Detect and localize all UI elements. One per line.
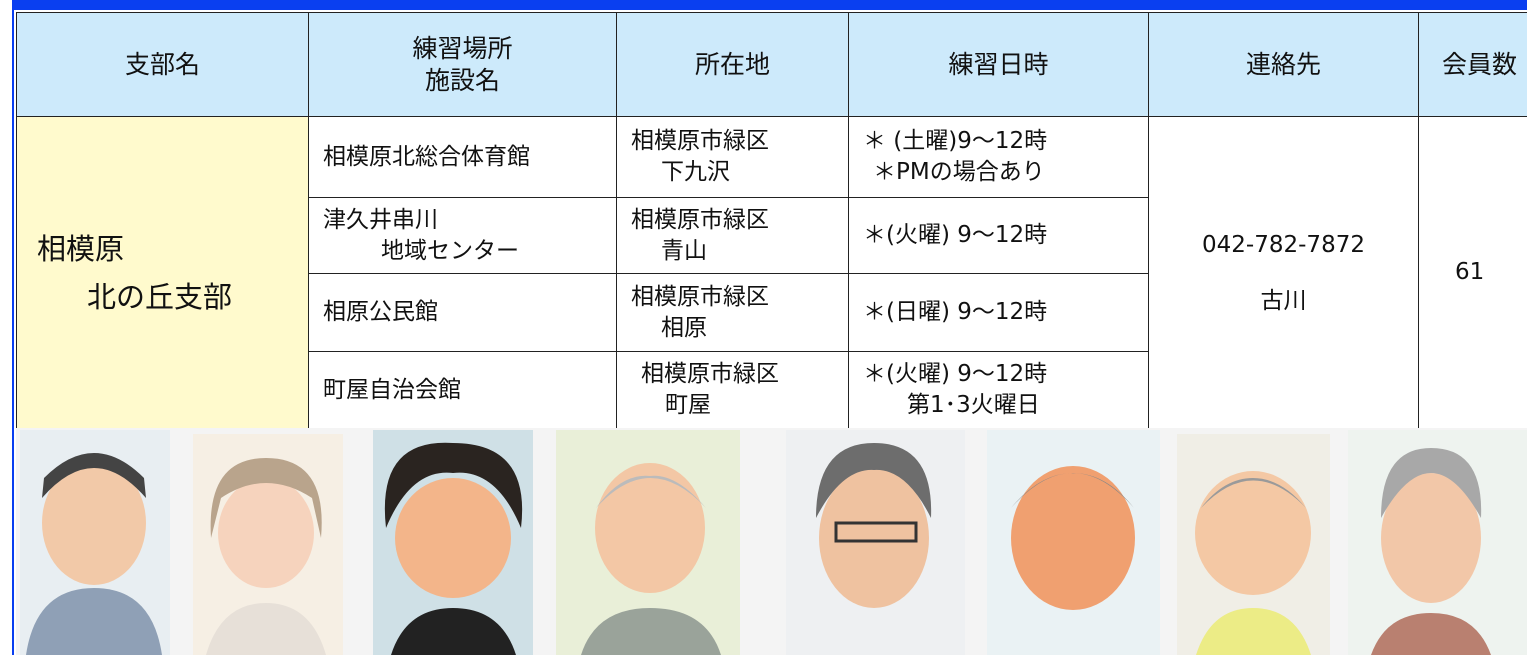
branch-name: 北の丘支部 xyxy=(87,279,233,314)
address: 下九沢 xyxy=(661,159,730,185)
members-cell: 61 xyxy=(1418,116,1527,429)
facility-name: 町屋自治会館 xyxy=(323,376,461,403)
schedule: ＊(火曜) 9～12時 xyxy=(863,222,1048,248)
schedule-cell: ＊(火曜) 9～12時第1･3火曜日 xyxy=(848,351,1149,429)
caricature xyxy=(1348,430,1527,655)
header-cell: 練習日時 xyxy=(848,12,1149,117)
branch-name: 相模原 xyxy=(37,231,125,266)
schedule: 第1･3火曜日 xyxy=(907,392,1040,418)
facility-name: 相原公民館 xyxy=(323,299,438,325)
schedule-cell: ＊(日曜) 9～12時 xyxy=(848,273,1149,352)
address-cell: 相模原市緑区町屋 xyxy=(616,351,849,429)
header-cell: 支部名 xyxy=(16,12,309,117)
schedule-cell: ＊(火曜) 9～12時 xyxy=(848,197,1149,274)
address-cell: 相模原市緑区下九沢 xyxy=(616,116,849,198)
facility-name: 津久井串川 xyxy=(323,206,438,233)
caricature xyxy=(20,430,170,655)
contact: 042-782-7872 xyxy=(1202,231,1365,258)
caricature xyxy=(373,430,533,655)
facility-cell: 津久井串川地域センター xyxy=(308,197,617,274)
header-text: 練習場所 xyxy=(412,33,513,63)
schedule-cell: ＊ (土曜)9～12時 ＊PMの場合あり xyxy=(848,116,1149,198)
address: 相模原市緑区 xyxy=(631,283,769,310)
facility-cell: 相模原北総合体育館 xyxy=(308,116,617,198)
schedule: ＊(日曜) 9～12時 xyxy=(863,299,1048,325)
address: 相模原市緑区 xyxy=(641,361,779,387)
schedule: ＊PMの場合あり xyxy=(873,159,1045,185)
caricature xyxy=(1177,434,1330,655)
facility-cell: 町屋自治会館 xyxy=(308,351,617,429)
contact: 古川 xyxy=(1260,287,1307,314)
address: 相模原市緑区 xyxy=(631,206,769,233)
caricature xyxy=(987,430,1160,655)
address: 町屋 xyxy=(665,392,711,418)
caricature-strip xyxy=(16,428,1527,655)
facility-name: 地域センター xyxy=(381,237,519,264)
branch-cell: 相模原北の丘支部 xyxy=(16,116,309,429)
contact-cell: 042-782-7872 古川 xyxy=(1148,116,1419,429)
address: 相原 xyxy=(661,314,707,341)
address: 相模原市緑区 xyxy=(631,128,769,154)
caricature xyxy=(193,434,343,655)
address: 青山 xyxy=(661,237,707,264)
caricature xyxy=(786,430,965,655)
header-cell: 所在地 xyxy=(616,12,849,117)
header-cell: 練習場所 施設名 xyxy=(308,12,617,117)
header-cell: 会員数 xyxy=(1418,12,1527,117)
frame-border xyxy=(0,0,14,655)
header-text: 練習日時 xyxy=(948,49,1049,79)
facility-cell: 相原公民館 xyxy=(308,273,617,352)
caricature xyxy=(556,430,740,655)
header-cell: 連絡先 xyxy=(1148,12,1419,117)
header-text: 連絡先 xyxy=(1245,49,1321,79)
frame-border xyxy=(0,0,1527,10)
member-count: 61 xyxy=(1455,259,1485,285)
address-cell: 相模原市緑区青山 xyxy=(616,197,849,274)
address-cell: 相模原市緑区相原 xyxy=(616,273,849,352)
schedule: ＊(火曜) 9～12時 xyxy=(863,361,1048,387)
header-text: 支部名 xyxy=(124,49,200,79)
schedule: ＊ (土曜)9～12時 xyxy=(863,128,1048,154)
facility-name: 相模原北総合体育館 xyxy=(323,143,530,170)
header-text: 所在地 xyxy=(694,49,770,79)
header-text: 会員数 xyxy=(1441,49,1517,79)
header-text: 施設名 xyxy=(424,65,500,95)
